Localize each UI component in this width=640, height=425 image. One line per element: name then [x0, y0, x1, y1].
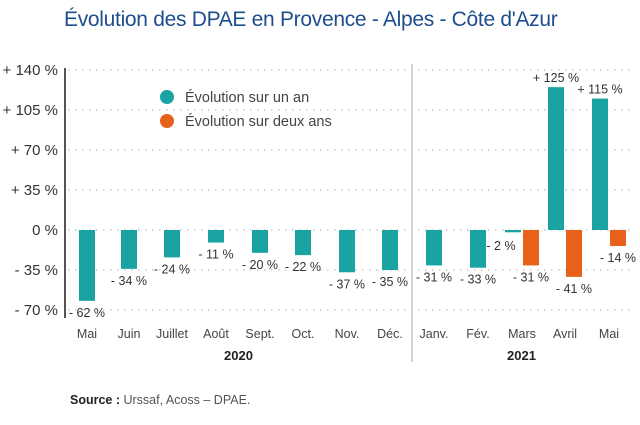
chart-title: Évolution des DPAE en Provence - Alpes -… [64, 8, 558, 31]
value-label-one-year: - 22 % [285, 260, 321, 274]
category-labels: Mai Juin Juillet Août Sept. Oct. Nov. Déc. Janv.… [77, 327, 619, 341]
category-label: Mai [77, 327, 97, 341]
y-tick-label: - 35 % [15, 262, 58, 279]
value-label-one-year: - 37 % [329, 277, 365, 291]
bar-one-year [426, 230, 442, 266]
bar-two-years [523, 230, 539, 266]
source-text: Urssaf, Acoss – DPAE. [120, 393, 251, 407]
value-label-two-years: - 14 % [600, 251, 636, 265]
bar-one-year [382, 230, 398, 270]
category-label: Juillet [156, 327, 188, 341]
bars [79, 87, 626, 301]
y-tick-label: + 70 % [11, 142, 58, 159]
source-note: Source : Urssaf, Acoss – DPAE. [70, 393, 250, 407]
bar-one-year [164, 230, 180, 258]
bar-one-year [79, 230, 95, 301]
category-label: Août [203, 327, 229, 341]
value-label-one-year: - 34 % [111, 274, 147, 288]
category-label: Oct. [292, 327, 315, 341]
category-label: Déc. [377, 327, 403, 341]
value-label-one-year: - 33 % [460, 273, 496, 287]
legend-marker-one-year [160, 90, 174, 104]
value-label-one-year: + 125 % [533, 71, 579, 85]
value-labels: - 62 % - 34 % - 24 % - 11 % - 20 % - 22 % - 37… [69, 71, 636, 320]
category-label: Nov. [335, 327, 360, 341]
legend: Évolution sur un an Évolution sur deux a… [160, 89, 332, 130]
category-label: Fév. [466, 327, 489, 341]
value-label-one-year: - 20 % [242, 258, 278, 272]
bar-two-years [566, 230, 582, 277]
y-tick-label: 0 % [32, 222, 58, 239]
value-label-two-years: - 31 % [513, 270, 549, 284]
value-label-one-year: + 115 % [577, 83, 622, 97]
source-label: Source : [70, 393, 121, 407]
y-tick-label: + 105 % [3, 102, 58, 119]
y-tick-label: + 35 % [11, 182, 58, 199]
category-label: Avril [553, 327, 577, 341]
bar-one-year [339, 230, 355, 273]
value-label-one-year: - 2 % [486, 239, 515, 253]
bar-one-year [548, 87, 564, 231]
category-label: Sept. [245, 327, 274, 341]
bar-one-year [505, 230, 521, 233]
category-label: Mars [508, 327, 536, 341]
value-label-one-year: - 62 % [69, 306, 105, 320]
value-label-two-years: - 41 % [556, 282, 592, 296]
bar-one-year [208, 230, 224, 243]
bar-one-year [470, 230, 486, 268]
year-labels: 2020 2021 [224, 348, 536, 363]
legend-label-one-year: Évolution sur un an [185, 89, 309, 106]
bar-one-year [121, 230, 137, 269]
category-label: Mai [599, 327, 619, 341]
legend-marker-two-years [160, 114, 174, 128]
category-label: Juin [118, 327, 141, 341]
bar-one-year [295, 230, 311, 256]
year-label: 2020 [224, 348, 253, 363]
value-label-one-year: - 35 % [372, 275, 408, 289]
value-label-one-year: - 24 % [154, 262, 190, 276]
y-tick-label: + 140 % [3, 62, 58, 79]
y-tick-label: - 70 % [15, 302, 58, 319]
y-axis-ticks: + 140 % + 105 % + 70 % + 35 % 0 % - 35 % - 70 … [3, 62, 58, 319]
value-label-one-year: - 31 % [416, 270, 452, 284]
category-label: Janv. [420, 327, 449, 341]
value-label-one-year: - 11 % [198, 248, 233, 262]
bar-one-year [592, 98, 608, 230]
bar-one-year [252, 230, 268, 253]
legend-label-two-years: Évolution sur deux ans [185, 113, 332, 130]
year-label: 2021 [507, 348, 536, 363]
bar-two-years [610, 230, 626, 246]
